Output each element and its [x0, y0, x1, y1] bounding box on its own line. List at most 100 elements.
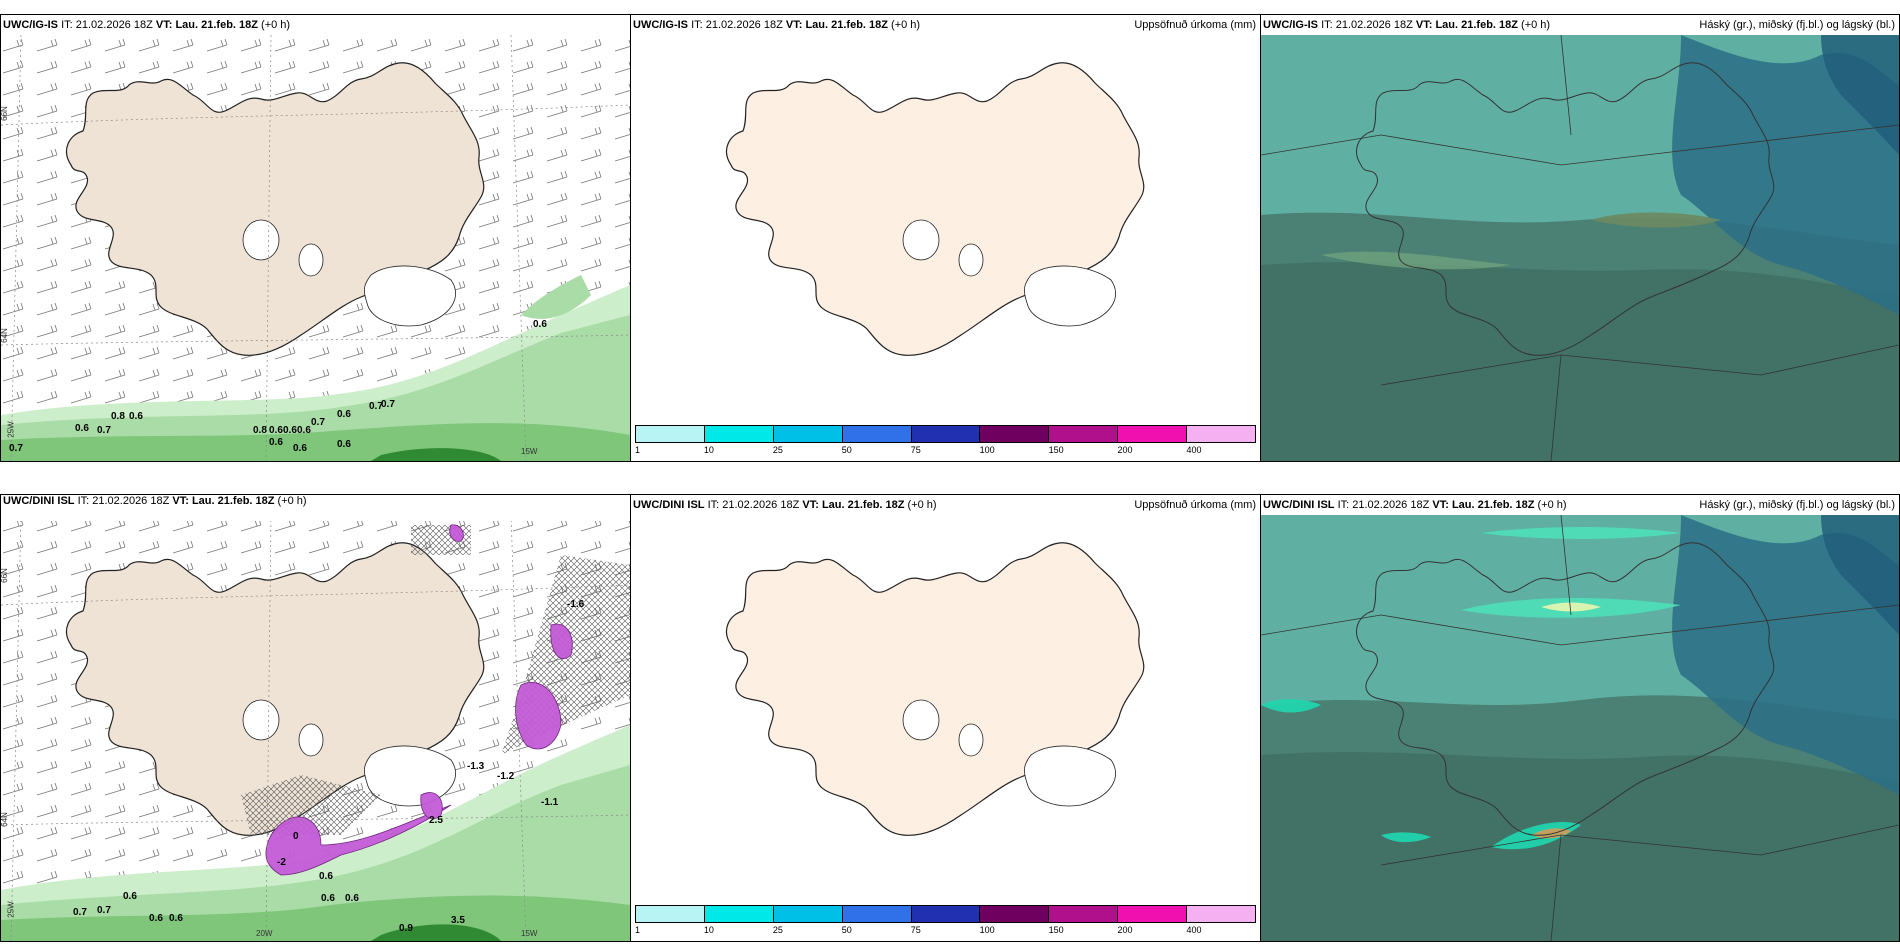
- panel-title: Uppsöfnuð úrkoma (mm): [1134, 19, 1256, 31]
- colorbar-segment: [1118, 906, 1188, 922]
- contour-label: 0.6: [321, 893, 335, 904]
- precip-map: [725, 62, 1145, 356]
- panel-header: UWC/IG-IS IT: 21.02.2026 18Z VT: Lau. 21…: [1261, 15, 1899, 35]
- colorbar-segment: [842, 906, 912, 922]
- contour-label: -1.3: [467, 761, 485, 772]
- lon-label-15w: 15W: [521, 929, 538, 938]
- panel-title: Háský (gr.), miðský (fj.bl.) og lágský (…: [1699, 499, 1895, 511]
- panel-header: UWC/IG-IS IT: 21.02.2026 18Z VT: Lau. 21…: [1, 15, 630, 35]
- panel-title: Uppsöfnuð úrkoma (mm): [1134, 499, 1256, 511]
- colorbar-segment: [636, 906, 705, 922]
- model-name: UWC/DINI ISL: [1263, 499, 1335, 511]
- contour-label: 0.6: [293, 443, 307, 454]
- colorbar-tick: 100: [979, 925, 995, 935]
- colorbar-segment: [1049, 426, 1119, 442]
- colorbar-segment: [1118, 426, 1188, 442]
- contour-label: 0: [293, 831, 299, 842]
- contour-label: 0.6: [319, 871, 333, 882]
- contour-label: 0.6: [129, 411, 143, 422]
- contour-label: -1.1: [541, 797, 559, 808]
- model-name: UWC/IG-IS: [633, 19, 688, 31]
- it-value: 21.02.2026 18Z: [75, 19, 153, 31]
- lead-time: (+0 h): [891, 19, 921, 31]
- panel-title: Háský (gr.), miðský (fj.bl.) og lágský (…: [1699, 19, 1895, 31]
- colorbar-segment: [704, 426, 774, 442]
- panel-header: UWC/DINI ISL IT: 21.02.2026 18Z VT: Lau.…: [1, 495, 630, 521]
- panel-header: UWC/IG-IS IT: 21.02.2026 18Z VT: Lau. 21…: [631, 15, 1260, 35]
- contour-label: 0.9: [399, 923, 413, 934]
- colorbar-segment: [980, 906, 1050, 922]
- vt-label: VT:: [155, 19, 173, 31]
- colorbar-segment: [1049, 906, 1119, 922]
- model-name: UWC/DINI ISL: [3, 495, 75, 507]
- colorbar-tick: 100: [979, 445, 995, 455]
- contour-label: 0.6: [269, 425, 283, 436]
- lat-label-64n: 64N: [0, 328, 9, 343]
- contour-label: -2: [277, 857, 286, 868]
- colorbar-tick: 1: [635, 925, 641, 935]
- colorbar-tick: 10: [703, 925, 714, 935]
- map-panel-bottom-right: UWC/DINI ISL IT: 21.02.2026 18Z VT: Lau.…: [1260, 494, 1900, 942]
- map-panel-bottom-middle: UWC/DINI ISL IT: 21.02.2026 18Z VT: Lau.…: [630, 494, 1261, 942]
- colorbar-tick: 50: [841, 445, 852, 455]
- lat-label-66n: 66N: [0, 106, 9, 121]
- contour-label: -1.6: [567, 599, 585, 610]
- it-label: IT:: [1337, 499, 1350, 511]
- colorbar-tick: 400: [1186, 925, 1202, 935]
- vt-label: VT:: [785, 19, 803, 31]
- contour-label: 0.6: [297, 425, 311, 436]
- colorbar-segment: [842, 426, 912, 442]
- contour-label: 0.8: [111, 411, 125, 422]
- contour-label: 0.7: [97, 425, 111, 436]
- colorbar-segment: [773, 426, 843, 442]
- wind-precip-map: [1, 34, 630, 461]
- precip-map: [725, 542, 1145, 836]
- map-panel-top-right: UWC/IG-IS IT: 21.02.2026 18Z VT: Lau. 21…: [1260, 14, 1900, 462]
- lon-label-20w: 20W: [256, 929, 273, 938]
- contour-label: 0.6: [123, 891, 137, 902]
- vt-label: VT:: [1415, 19, 1433, 31]
- map-panel-bottom-left: UWC/DINI ISL IT: 21.02.2026 18Z VT: Lau.…: [0, 494, 631, 942]
- map-panel-top-left: UWC/IG-IS IT: 21.02.2026 18Z VT: Lau. 21…: [0, 14, 631, 462]
- vt-value: Lau. 21.feb. 18Z: [175, 19, 258, 31]
- lead-time: (+0 h): [277, 495, 307, 507]
- vt-label: VT:: [1432, 499, 1449, 511]
- colorbar-tick: 400: [1186, 445, 1202, 455]
- lat-label-64n: 64N: [0, 812, 9, 827]
- contour-label: 0.6: [533, 319, 547, 330]
- contour-label: 0.6: [283, 425, 297, 436]
- colorbar-segment: [911, 426, 981, 442]
- colorbar-tick: 10: [703, 445, 714, 455]
- lead-time: (+0 h): [1521, 19, 1551, 31]
- it-value: 21.02.2026 18Z: [92, 495, 170, 507]
- it-label: IT:: [61, 19, 73, 31]
- colorbar-segment: [1187, 906, 1256, 922]
- map-panel-top-middle: UWC/IG-IS IT: 21.02.2026 18Z VT: Lau. 21…: [630, 14, 1261, 462]
- lead-time: (+0 h): [261, 19, 291, 31]
- vt-value: Lau. 21.feb. 18Z: [1435, 19, 1518, 31]
- contour-label: 0.6: [269, 437, 283, 448]
- colorbar-tick: 150: [1048, 445, 1064, 455]
- contour-label: -1.2: [497, 771, 515, 782]
- contour-label: 0.6: [345, 893, 359, 904]
- colorbar-segment: [773, 906, 843, 922]
- colorbar-segment: [704, 906, 774, 922]
- it-value: 21.02.2026 18Z: [1335, 19, 1413, 31]
- colorbar-tick: 1: [635, 445, 641, 455]
- it-label: IT:: [707, 499, 720, 511]
- lead-time: (+0 h): [1537, 499, 1567, 511]
- contour-label: 0.7: [97, 905, 111, 916]
- colorbar-tick: 200: [1117, 925, 1133, 935]
- contour-label: 0.6: [337, 439, 351, 450]
- vt-label: VT:: [172, 495, 189, 507]
- contour-label: 0.8: [253, 425, 267, 436]
- contour-label: 0.7: [381, 399, 395, 410]
- colorbar-segment: [636, 426, 705, 442]
- wind-precip-map: [1, 514, 630, 941]
- contour-label: 0.7: [73, 907, 87, 918]
- it-label: IT:: [77, 495, 90, 507]
- contour-label: 0.7: [9, 443, 23, 454]
- it-value: 21.02.2026 18Z: [1352, 499, 1430, 511]
- colorbar-segment: [980, 426, 1050, 442]
- vt-value: Lau. 21.feb. 18Z: [821, 499, 905, 511]
